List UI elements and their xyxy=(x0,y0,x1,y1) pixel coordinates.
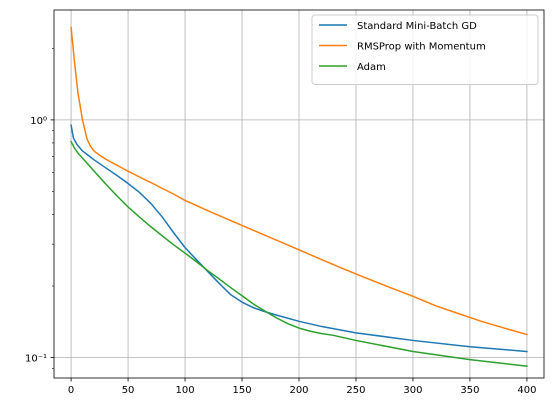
x-tick-label: 100 xyxy=(175,385,194,396)
legend-box xyxy=(311,14,539,85)
legend-label-2: RMSProp with Momentum xyxy=(357,42,486,53)
x-tick-label: 250 xyxy=(346,385,365,396)
x-tick-label: 50 xyxy=(122,385,135,396)
x-tick-label: 200 xyxy=(289,385,308,396)
y-tick-label: 10⁰ xyxy=(30,116,47,127)
x-tick-label: 400 xyxy=(517,385,536,396)
legend: Standard Mini-Batch GD RMSProp with Momen… xyxy=(311,14,539,85)
series-layer xyxy=(70,26,528,367)
axes-layer: 0 50 100 150 200 250 300 350 400 10⁰ 10⁻¹ xyxy=(25,9,545,396)
x-tick-label: 150 xyxy=(232,385,251,396)
legend-label-3: Adam xyxy=(357,62,386,73)
legend-label-1: Standard Mini-Batch GD xyxy=(357,21,477,32)
x-tick-label: 0 xyxy=(68,385,74,396)
series-line-1 xyxy=(70,124,528,353)
series-line-2 xyxy=(70,26,528,336)
x-tick-label: 350 xyxy=(460,385,479,396)
series-line-3 xyxy=(70,140,528,367)
x-tick-label: 300 xyxy=(403,385,422,396)
y-tick-label: 10⁻¹ xyxy=(25,354,47,365)
